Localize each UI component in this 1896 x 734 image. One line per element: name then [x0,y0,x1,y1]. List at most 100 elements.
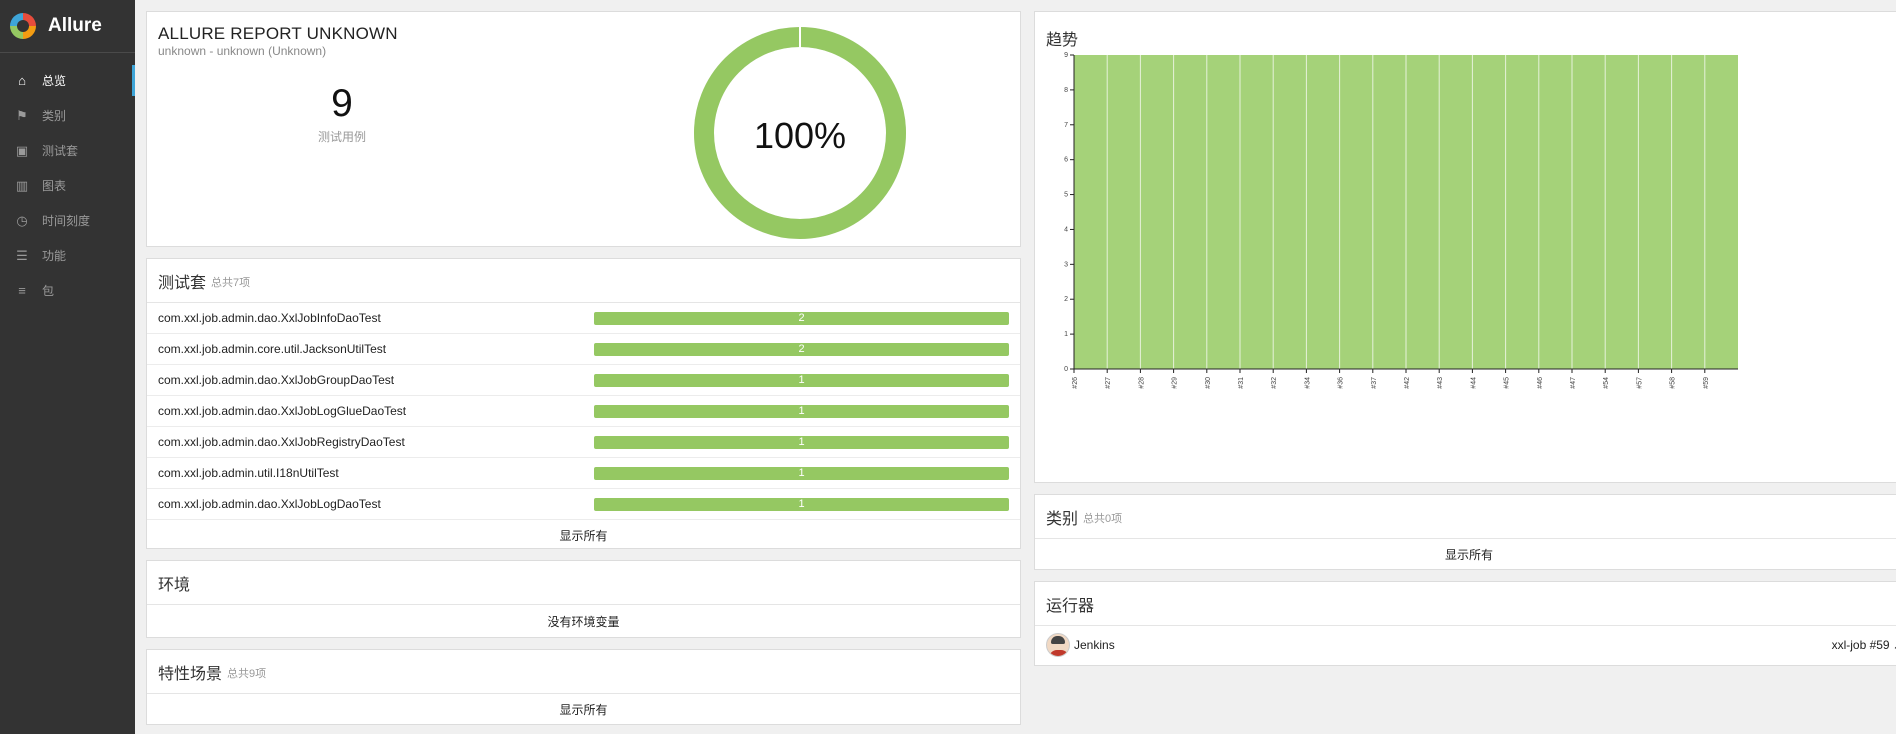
report-subtitle: unknown - unknown (Unknown) [158,44,327,58]
trend-y-tick-label: 5 [1064,192,1068,199]
sidebar-nav: ⌂ 总览 ⚑ 类别 ▣ 测试套 ▥ 图表 ◷ 时间刻度 ☰ 功能 ≡ 包 [0,63,135,308]
trend-bar [1074,55,1108,369]
briefcase-icon: ▣ [15,142,29,158]
categories-header: 类别 总共0项 [1035,495,1896,539]
suite-status-bar: 2 [594,342,1009,356]
trend-x-tick-label: #34 [1304,377,1311,389]
suites-header: 测试套 总共7项 [147,259,1020,303]
suites-widget: 测试套 总共7项 com.xxl.job.admin.dao.XxlJobInf… [146,258,1021,549]
sidebar-item-1[interactable]: ⚑ 类别 [0,98,135,133]
suite-row[interactable]: com.xxl.job.admin.core.util.JacksonUtilT… [147,334,1020,365]
trend-bar [1372,55,1406,369]
home-icon: ⌂ [18,73,26,88]
trend-x-tick-label: #30 [1205,377,1212,389]
trend-bar [1339,55,1373,369]
app-logo[interactable]: Allure [0,0,135,53]
suite-name: com.xxl.job.admin.util.I18nUtilTest [158,466,339,480]
trend-y-tick-label: 0 [1064,366,1068,373]
sidebar-item-label: 包 [42,284,55,298]
suite-status-bar: 1 [594,373,1009,387]
external-link-icon: ↗ [1893,638,1896,652]
suite-name: com.xxl.job.admin.dao.XxlJobLogDaoTest [158,497,381,511]
trend-x-tick-label: #29 [1172,377,1179,389]
environment-title: 环境 [158,576,191,594]
executors-header: 运行器 [1035,582,1896,626]
trend-bar [1704,55,1738,369]
sidebar-item-6[interactable]: ≡ 包 [0,273,135,308]
sidebar-item-3[interactable]: ▥ 图表 [0,168,135,203]
suite-row[interactable]: com.xxl.job.admin.dao.XxlJobInfoDaoTest 2 [147,303,1020,334]
trend-bar [1240,55,1274,369]
behaviors-title: 特性场景 [158,665,223,683]
trend-bar [1273,55,1307,369]
trend-bar [1671,55,1705,369]
suite-name: com.xxl.job.admin.dao.XxlJobRegistryDaoT… [158,435,405,449]
sidebar-item-label: 测试套 [42,144,79,158]
suite-row[interactable]: com.xxl.job.admin.util.I18nUtilTest 1 [147,458,1020,489]
trend-x-tick-label: #28 [1138,377,1145,389]
suite-row[interactable]: com.xxl.job.admin.dao.XxlJobGroupDaoTest… [147,365,1020,396]
pass-rate-donut[interactable]: 100% [694,27,906,239]
trend-bar [1439,55,1473,369]
trend-y-tick-label: 7 [1064,122,1068,129]
report-title: ALLURE REPORT UNKNOWN [158,24,398,43]
trend-x-tick-label: #58 [1670,377,1677,389]
bar-chart-icon: ▥ [15,177,29,193]
trend-bar [1605,55,1639,369]
flag-icon: ⚑ [16,107,28,123]
sidebar-item-0[interactable]: ⌂ 总览 [0,63,135,98]
trend-x-tick-label: #44 [1470,377,1477,389]
sidebar-item-2[interactable]: ▣ 测试套 [0,133,135,168]
trend-x-tick-label: #59 [1703,377,1710,389]
sidebar-item-label: 图表 [42,179,67,193]
behaviors-show-all-link[interactable]: 显示所有 [559,702,608,717]
categories-show-all-link[interactable]: 显示所有 [1444,547,1493,562]
trend-y-tick-label: 6 [1064,157,1068,164]
trend-chart[interactable]: 0 1 2 3 4 5 6 7 8 9 #26 #27 #28 #29 #30 #31 #32 #34 #36 #37… [1035,12,1896,484]
suite-name: com.xxl.job.admin.dao.XxlJobLogGlueDaoTe… [158,404,407,418]
trend-bar [1572,55,1606,369]
trend-bar [1206,55,1240,369]
app-name: Allure [48,15,102,36]
suite-status-bar: 1 [594,404,1009,418]
executor-build-label: xxl-job #59 [1831,638,1890,652]
sidebar-item-label: 类别 [42,109,67,123]
trend-x-tick-label: #42 [1404,377,1411,389]
trend-x-tick-label: #46 [1537,377,1544,389]
trend-bar [1173,55,1207,369]
trend-x-tick-label: #45 [1504,377,1511,389]
test-case-count-value: 9 [331,82,353,125]
suites-show-all-link[interactable]: 显示所有 [559,528,608,543]
trend-y-tick-label: 4 [1064,226,1068,233]
sidebar-item-label: 总览 [42,74,67,88]
jenkins-avatar-icon [1046,633,1070,657]
trend-bar [1472,55,1506,369]
trend-y-tick-label: 1 [1064,331,1068,338]
executors-title: 运行器 [1046,597,1095,615]
categories-title: 类别 [1046,510,1079,528]
sidebar-item-label: 功能 [42,249,67,263]
trend-x-tick-label: #31 [1238,377,1245,389]
trend-bar [1406,55,1440,369]
list-icon: ☰ [16,247,28,263]
trend-x-tick-label: #32 [1271,377,1278,389]
suite-list: com.xxl.job.admin.dao.XxlJobInfoDaoTest 2… [147,303,1020,520]
test-case-count-label: 测试用例 [317,130,366,144]
trend-x-tick-label: #43 [1437,377,1444,389]
suite-status-bar: 1 [594,466,1009,480]
trend-title: 趋势 [1046,32,1079,49]
align-left-icon: ≡ [18,283,26,298]
suite-row[interactable]: com.xxl.job.admin.dao.XxlJobRegistryDaoT… [147,427,1020,458]
suite-name: com.xxl.job.admin.dao.XxlJobGroupDaoTest [158,373,395,387]
sidebar-item-4[interactable]: ◷ 时间刻度 [0,203,135,238]
suite-row[interactable]: com.xxl.job.admin.dao.XxlJobLogDaoTest 1 [147,489,1020,520]
environment-widget: 环境 没有环境变量 [146,560,1021,638]
executors-widget: 运行器 Jenkins xxl-job #59 ↗ [1034,581,1896,666]
trend-bar [1107,55,1141,369]
suite-row[interactable]: com.xxl.job.admin.dao.XxlJobLogGlueDaoTe… [147,396,1020,427]
sidebar-item-label: 时间刻度 [42,214,91,228]
trend-x-tick-label: #54 [1603,377,1610,389]
executor-name: Jenkins [1074,638,1115,652]
sidebar-item-5[interactable]: ☰ 功能 [0,238,135,273]
executor-build-link[interactable]: xxl-job #59 ↗ [1832,638,1896,652]
